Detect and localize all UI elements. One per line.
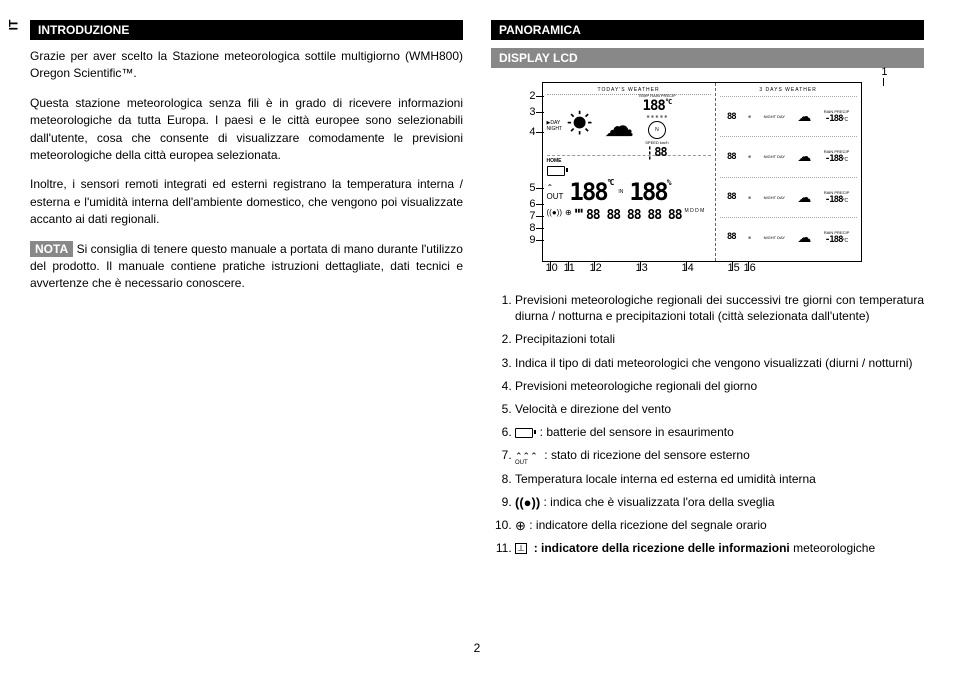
intro-p1: Grazie per aver scelto la Stazione meteo… (30, 48, 463, 83)
lang-tab: IT (6, 20, 20, 31)
lcd-screen: TODAY'S WEATHER ▶DAYNIGHT ☁ TEMP RAIN PR… (542, 82, 862, 262)
sun-icon (566, 109, 600, 143)
lcd-3days-title: 3 DAYS WEATHER (720, 87, 857, 94)
lcd-seg-value: 188°C (643, 98, 672, 114)
callout-line-1 (883, 78, 884, 86)
legend-item-8: Temperatura locale interna ed esterna ed… (515, 471, 924, 487)
nota-paragraph: NOTA Si consiglia di tenere questo manua… (30, 241, 463, 293)
callout-10: 10 (546, 262, 558, 274)
alarm-icon: ((●)) (547, 208, 563, 223)
callout-1: 1 (881, 66, 887, 78)
lcd-day-row: 88⊕ NIGHT DAY ☁ RAIN PRECIP-188°C (720, 96, 857, 136)
lcd-clock: 88 88 88 88 88 (586, 208, 682, 223)
antenna-icon: ⟂ (515, 543, 527, 554)
lcd-day-个row: 88⊕ NIGHT DAY ☁ RAIN PRECIP-188°C (720, 136, 857, 176)
callout-6: 6 (518, 198, 536, 210)
col-left: INTRODUZIONE Grazie per aver scelto la S… (30, 20, 463, 563)
legend-list: Previsioni meteorologiche regionali dei … (491, 292, 924, 556)
lcd-today-title: TODAY'S WEATHER (547, 87, 711, 95)
lcd-out-temp: 188°C (569, 178, 612, 206)
lcd-in-temp: 188% (629, 178, 669, 206)
legend-item-6: : batterie del sensore in esaurimento (515, 424, 924, 440)
battery-icon (547, 166, 565, 176)
heading-introduzione: INTRODUZIONE (30, 20, 463, 40)
callout-13: 13 (636, 262, 648, 274)
legend-item-4: Previsioni meteorologiche regionali del … (515, 378, 924, 394)
legend-item-7: ⌃⌃⌃OUT : stato di ricezione del sensore … (515, 447, 924, 463)
radio-clock-icon: ⊕ (515, 519, 526, 532)
callout-5: 5 (518, 182, 536, 194)
legend-item-2: Precipitazioni totali (515, 331, 924, 347)
nota-text: Si consiglia di tenere questo manuale a … (30, 242, 463, 291)
callout-11: 11 (564, 262, 575, 274)
alarm-icon: ((●)) (515, 496, 540, 509)
col-right: PANORAMICA DISPLAY LCD 2 3 4 5 6 7 8 9 1 (491, 20, 924, 563)
lcd-right-pane: 3 DAYS WEATHER 88⊕ NIGHT DAY ☁ RAIN PREC… (716, 83, 861, 261)
callout-7: 7 (518, 210, 536, 222)
callout-15: 15 (728, 262, 740, 274)
callout-3: 3 (518, 106, 536, 118)
callout-9: 9 (518, 234, 536, 246)
lcd-diagram: 2 3 4 5 6 7 8 9 1 TODAY (518, 82, 898, 276)
callout-16: 16 (744, 262, 756, 274)
lcd-day-night-label: ▶DAYNIGHT (547, 120, 563, 132)
callouts-bottom: 10 11 12 13 14 15 16 (542, 262, 862, 276)
radio-icon: ⊕ (565, 208, 572, 223)
legend-item-5: Velocità e direzione del vento (515, 401, 924, 417)
nota-label: NOTA (30, 241, 73, 257)
legend-item-10: ⊕ : indicatore della ricezione del segna… (515, 517, 924, 533)
callout-12: 12 (590, 262, 602, 274)
signal-out-icon: ⌃⌃⌃OUT (515, 452, 538, 461)
subheading-display-lcd: DISPLAY LCD (491, 48, 924, 68)
callout-8: 8 (518, 222, 536, 234)
lcd-speed-value: 88 (654, 145, 666, 159)
heading-panoramica: PANORAMICA (491, 20, 924, 40)
cloud-icon: ☁ (604, 109, 634, 144)
legend-item-11: ⟂ : indicatore della ricezione delle inf… (515, 540, 924, 556)
battery-icon (515, 428, 533, 438)
callout-4: 4 (518, 126, 536, 138)
lcd-day-row: 88⊕ NIGHT DAY ☁ RAIN PRECIP-188°C (720, 177, 857, 217)
legend-item-3: Indica il tipo di dati meteorologici che… (515, 355, 924, 371)
lcd-home-label: HOME (547, 158, 711, 164)
lcd-left-pane: TODAY'S WEATHER ▶DAYNIGHT ☁ TEMP RAIN PR… (543, 83, 716, 261)
callout-2: 2 (518, 90, 536, 102)
compass-icon: N (648, 121, 666, 139)
callout-14: 14 (682, 262, 694, 274)
intro-p2: Questa stazione meteorologica senza fili… (30, 95, 463, 165)
lcd-day-row: 88⊕ NIGHT DAY ☁ RAIN PRECIP-188°C (720, 217, 857, 257)
legend-item-9: ((●)) : indica che è visualizzata l'ora … (515, 494, 924, 510)
legend-item-1: Previsioni meteorologiche regionali dei … (515, 292, 924, 324)
signal-icon: ⌃OUT (547, 183, 564, 201)
intro-p3: Inoltre, i sensori remoti integrati ed e… (30, 176, 463, 228)
page-number: 2 (0, 641, 954, 655)
